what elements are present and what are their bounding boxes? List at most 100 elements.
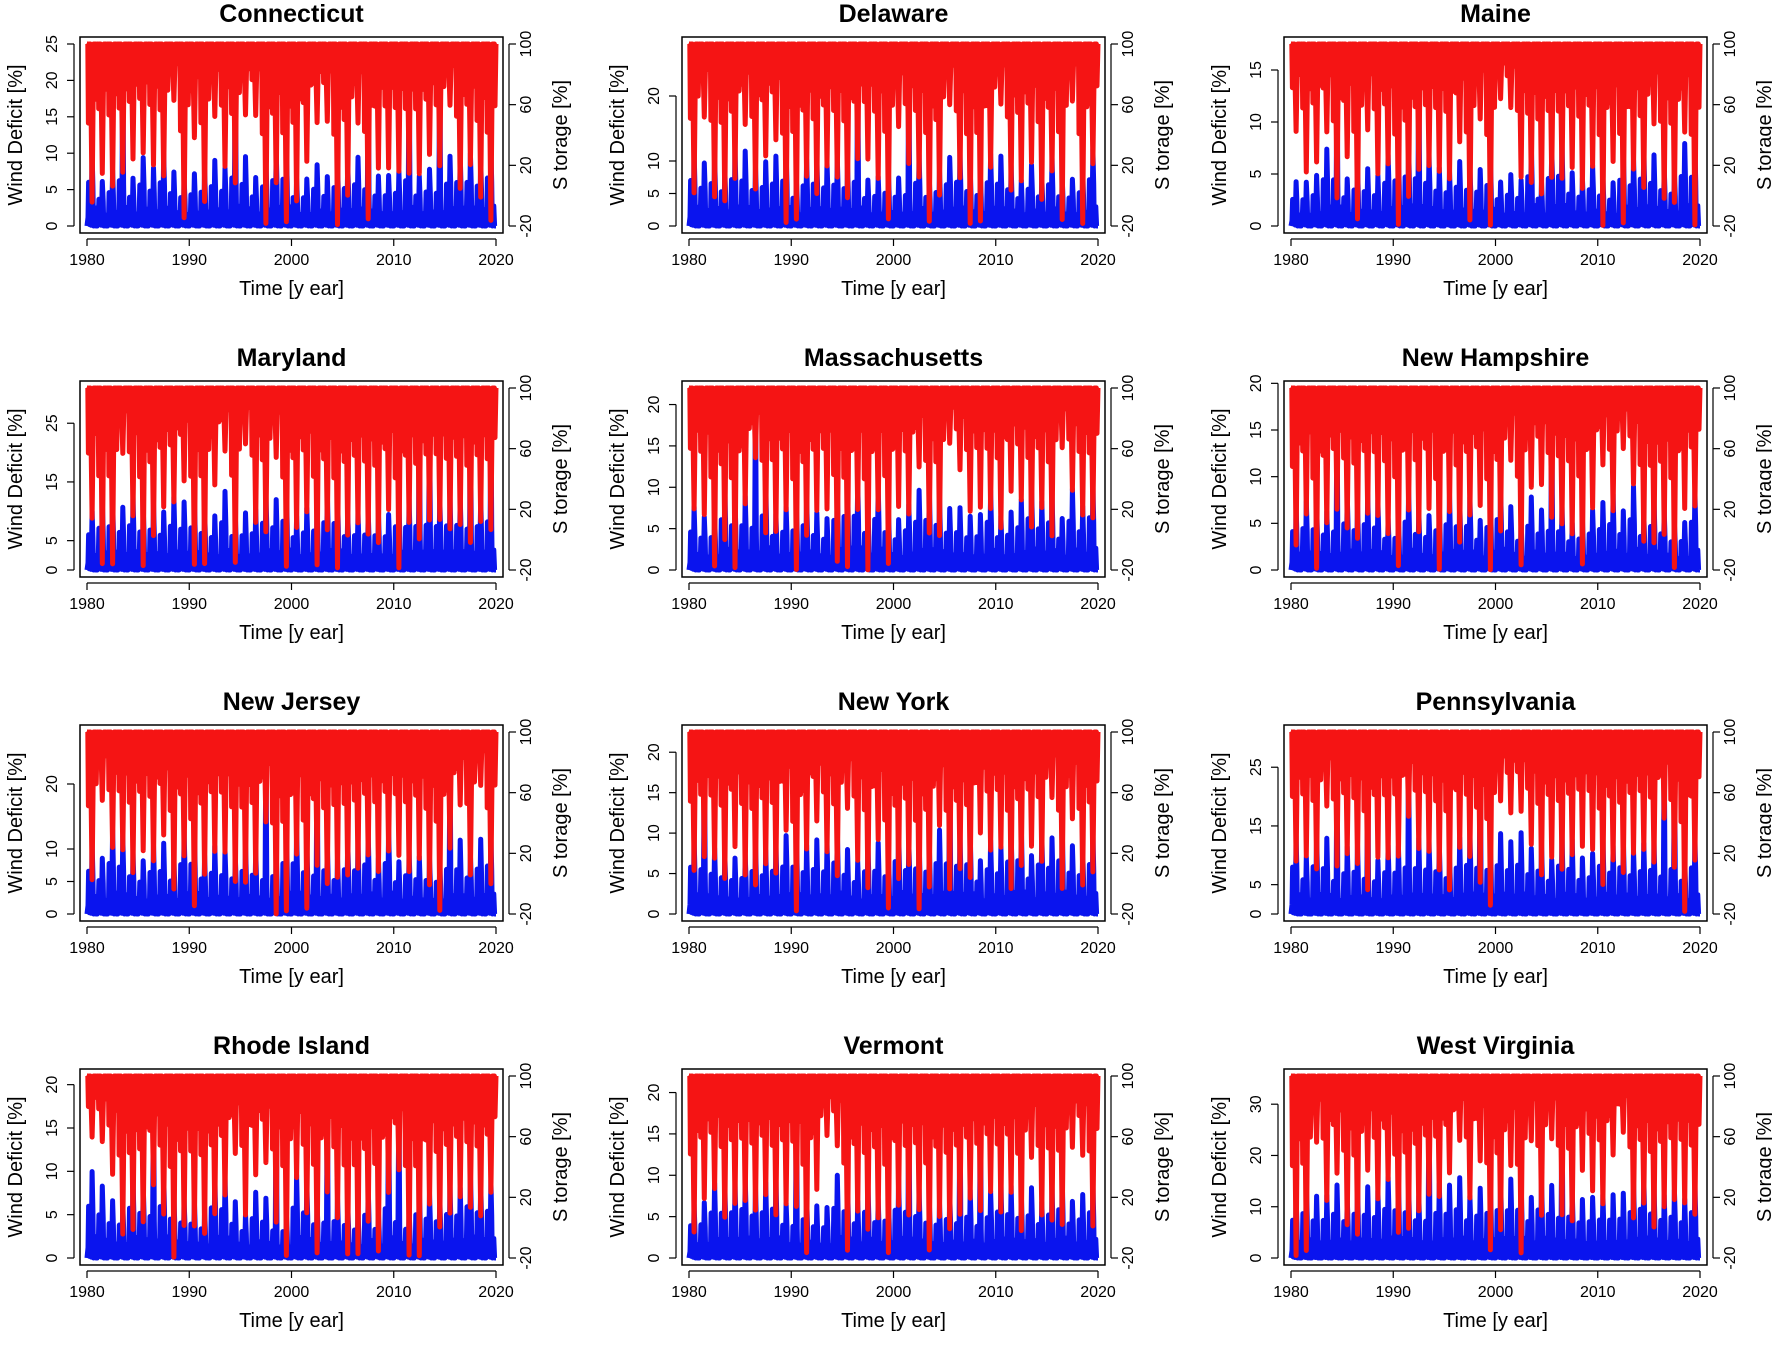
y2-tick-label: 100 — [1722, 1063, 1739, 1090]
y-tick-label: 10 — [646, 824, 663, 842]
storage-series-line — [687, 1073, 1101, 1256]
y-tick-label: 30 — [1248, 1095, 1265, 1113]
storage-series-line — [687, 385, 1101, 573]
chart-panel: Maine 1980 1990 2000 2010 2020 Time [y ear] 0 5 1… — [1204, 0, 1772, 335]
y-tick-label: 10 — [646, 478, 663, 496]
storage-series-line — [1289, 1073, 1703, 1258]
chart-title: Maryland — [237, 344, 347, 372]
y-tick-label: 0 — [646, 909, 663, 918]
y2-axis-label: S torage [%] — [1152, 1112, 1174, 1222]
x-tick-label: 2020 — [1080, 940, 1116, 957]
x-tick-label: 2010 — [1580, 940, 1616, 957]
y2-tick-label: 100 — [1120, 1063, 1137, 1090]
x-tick-label: 1980 — [671, 596, 707, 613]
y-tick-label: 15 — [646, 1125, 663, 1143]
y2-axis-label: S torage [%] — [550, 768, 572, 878]
x-tick-label: 1980 — [69, 1284, 105, 1301]
x-tick-label: 2010 — [978, 1284, 1014, 1301]
y2-tick-label: -20 — [518, 1246, 535, 1269]
y-tick-label: 5 — [646, 1212, 663, 1221]
y-tick-label: 0 — [44, 909, 61, 918]
y2-tick-label: 20 — [1722, 1188, 1739, 1206]
y-axis-label: Wind Deficit [%] — [607, 64, 629, 205]
x-tick-label: 1980 — [69, 252, 105, 269]
deficit-series-line — [686, 47, 1100, 229]
x-tick-label: 1990 — [1375, 940, 1411, 957]
deficit-series-line — [686, 391, 1100, 573]
y2-tick-label: 100 — [1722, 375, 1739, 402]
y-tick-label: 0 — [44, 1253, 61, 1262]
x-tick-label: 2010 — [376, 940, 412, 957]
y-tick-label: 5 — [646, 869, 663, 878]
chart-panel: New Hampshire 1980 1990 2000 2010 2020 Time [y… — [1204, 344, 1772, 679]
x-tick-label: 2020 — [478, 940, 514, 957]
y-axis-label: Wind Deficit [%] — [607, 752, 629, 893]
deficit-series-line — [1288, 391, 1702, 573]
y2-tick-label: -20 — [1722, 902, 1739, 925]
y2-tick-label: 100 — [1120, 719, 1137, 746]
x-axis-label: Time [y ear] — [239, 622, 344, 644]
y2-tick-label: 100 — [1722, 31, 1739, 58]
x-tick-label: 2020 — [1080, 596, 1116, 613]
y2-tick-label: 60 — [518, 784, 535, 802]
plot-frame — [1283, 1068, 1708, 1266]
chart-title: New Hampshire — [1402, 344, 1590, 372]
x-axis-label: Time [y ear] — [239, 1310, 344, 1332]
plot-frame — [79, 1068, 504, 1266]
y2-tick-label: 60 — [1120, 440, 1137, 458]
chart-panel: Maryland 1980 1990 2000 2010 2020 Time [y ear]… — [0, 344, 590, 679]
y-tick-label: 25 — [1248, 758, 1265, 776]
y-tick-label: 5 — [44, 185, 61, 194]
chart-panel: New York 1980 1990 2000 2010 2020 Time [y ear]… — [602, 688, 1192, 1023]
y2-tick-label: 60 — [518, 96, 535, 114]
y2-axis-label: S torage [%] — [1754, 80, 1772, 190]
y-tick-label: 25 — [44, 414, 61, 432]
y-tick-label: 10 — [1248, 113, 1265, 131]
x-tick-label: 1980 — [69, 596, 105, 613]
plot-frame — [681, 380, 1106, 578]
deficit-series-line — [686, 1079, 1100, 1261]
y-tick-label: 20 — [646, 743, 663, 761]
y2-tick-label: -20 — [518, 558, 535, 581]
chart-title: Delaware — [839, 0, 949, 28]
x-tick-label: 1990 — [171, 252, 207, 269]
y-tick-label: 0 — [646, 565, 663, 574]
x-tick-label: 2010 — [376, 596, 412, 613]
x-tick-label: 2000 — [1478, 596, 1514, 613]
plot-frame — [1283, 380, 1708, 578]
y2-tick-label: 100 — [518, 1063, 535, 1090]
x-tick-label: 2020 — [1080, 252, 1116, 269]
x-axis-label: Time [y ear] — [239, 966, 344, 988]
x-tick-label: 2010 — [978, 940, 1014, 957]
chart-svg: Pennsylvania 1980 1990 2000 2010 2020 Time [y … — [1209, 688, 1772, 988]
y2-tick-label: -20 — [518, 902, 535, 925]
y2-tick-label: -20 — [1722, 1246, 1739, 1269]
y-axis-label: Wind Deficit [%] — [5, 1096, 27, 1237]
x-tick-label: 1990 — [1375, 596, 1411, 613]
chart-title: Connecticut — [219, 0, 364, 28]
chart-title: Vermont — [843, 1032, 944, 1060]
y2-tick-label: 100 — [1120, 375, 1137, 402]
y2-axis-label: S torage [%] — [1152, 80, 1174, 190]
y-tick-label: 10 — [1248, 1198, 1265, 1216]
y2-axis-label: S torage [%] — [550, 1112, 572, 1222]
x-tick-label: 1980 — [671, 252, 707, 269]
y-tick-label: 0 — [1248, 221, 1265, 230]
y-tick-label: 0 — [44, 221, 61, 230]
chart-title: Massachusetts — [804, 344, 983, 372]
chart-title: New Jersey — [223, 688, 361, 716]
y-tick-label: 20 — [646, 87, 663, 105]
x-tick-label: 2010 — [376, 1284, 412, 1301]
x-axis-label: Time [y ear] — [841, 622, 946, 644]
x-tick-label: 2000 — [274, 940, 310, 957]
x-tick-label: 1990 — [171, 596, 207, 613]
x-axis-label: Time [y ear] — [239, 278, 344, 300]
y-axis-label: Wind Deficit [%] — [1209, 64, 1231, 205]
chart-panel: Pennsylvania 1980 1990 2000 2010 2020 Time [y … — [1204, 688, 1772, 1023]
y-axis-label: Wind Deficit [%] — [5, 752, 27, 893]
y-axis-label: Wind Deficit [%] — [5, 408, 27, 549]
